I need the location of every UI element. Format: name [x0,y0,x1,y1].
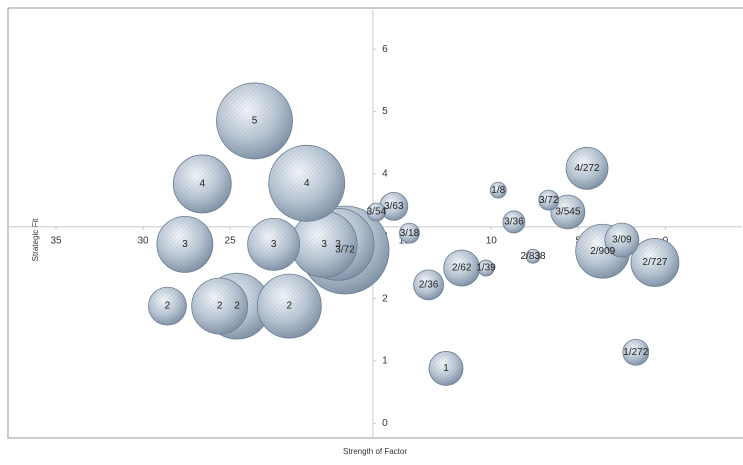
bubble-hatch [413,269,444,300]
bubble-label: 3 [182,239,188,250]
bubble-label: 4 [199,179,205,190]
bubble-label: 3/54 [367,207,387,218]
bubble-label: 1/272 [623,347,648,358]
bubble-label: 3/18 [400,228,420,239]
bubble-label: 3 [321,239,327,250]
bubble-hatch [566,147,609,190]
y-tick-label: 1 [382,356,388,367]
bubble-hatch [622,339,649,366]
bubble-hatch [191,278,248,335]
bubble-label: 1/8 [491,185,505,196]
bubble-hatch [478,260,495,277]
bubble-label: 2 [234,301,240,312]
x-tick-label: 30 [138,236,150,247]
bubble-hatch [291,211,358,278]
bubble-label: 5 [252,116,258,127]
bubble-hatch [630,238,679,287]
bubble-label: 2/62 [452,263,472,274]
bubble-label: 3/36 [504,217,524,228]
bubble-label: 2/36 [419,280,439,291]
bubble-label: 3/09 [612,235,632,246]
x-tick-label: 10 [486,236,498,247]
bubble-hatch [156,216,213,273]
bubble-label: 3/545 [555,207,580,218]
bubble-label: 3/72 [539,195,559,206]
bubble-label: 2/727 [642,257,667,268]
y-tick-label: 0 [382,418,388,429]
bubble-hatch [538,190,559,211]
bubble-label: 2 [165,301,171,312]
bubble-hatch [247,218,300,271]
bubble-hatch [502,210,525,233]
y-tick-label: 2 [382,293,388,304]
y-tick-label: 4 [382,169,388,180]
bubble-label: 3/72 [335,245,355,256]
bubble-hatch [526,249,541,264]
bubble-hatch [443,250,480,287]
bubble-label: 3 [271,239,277,250]
bubble-hatch [429,351,464,386]
bubble-label: 3 [335,239,341,250]
bubble-hatch [399,223,420,244]
bubble-hatch [257,274,322,339]
bubble-label: 2/909 [590,246,615,257]
bubble-hatch [604,223,639,258]
bubble-hatch [367,202,386,221]
bubble-hatch [216,82,293,159]
bubble-hatch [550,194,585,229]
plot-frame [7,7,743,439]
bubble-label: 2 [287,301,293,312]
x-axis-title: Strength of Factor [343,447,407,456]
y-tick-label: 6 [382,44,388,55]
bubble-hatch [379,192,408,221]
bubble-hatch [173,154,232,213]
bubble-hatch [268,145,345,222]
bubble-label: 1/39 [476,263,496,274]
x-tick-label: 25 [225,236,237,247]
bubble-hatch [148,287,187,326]
bubble-hatch [490,182,507,199]
x-tick-label: 35 [50,236,62,247]
y-axis-title: Strategic Fit [31,218,40,261]
bubble-label: 1 [443,363,449,374]
bubble-label: 4/272 [575,163,600,174]
bubble-label: 2/838 [521,251,546,262]
y-tick-label: 5 [382,106,388,117]
bubble-label: 4 [304,178,310,189]
bubble-label: 2 [217,301,223,312]
bubble-label: 3/63 [384,201,404,212]
